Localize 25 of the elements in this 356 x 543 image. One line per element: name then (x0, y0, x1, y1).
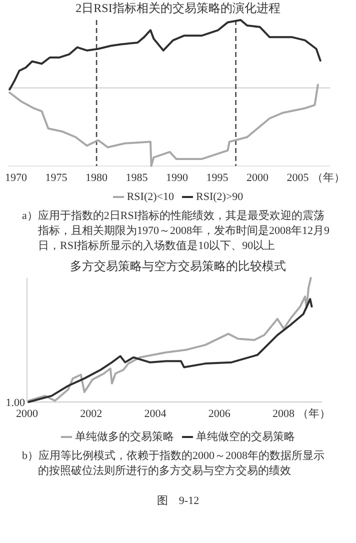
x-tick-label: 2000 (16, 408, 38, 420)
legend-label: RSI(2)<10 (126, 191, 174, 203)
x-tick-label: 1980 (86, 172, 108, 184)
legend-label: 单纯做空的交易策略 (196, 431, 295, 443)
x-tick-label: 1975 (45, 172, 68, 184)
x-tick-label: 2002 (80, 408, 102, 420)
text: a）应用于指数的2日RSI指标的性能绩效，其是最受欢迎的震荡指标，且相关期限为1970～2008年，发布时间是2008年12月9日，RSI指标所显示的入场数值是10以下、90以上 (21, 208, 330, 254)
x-axis-title: （年） (298, 408, 331, 420)
legend-label: 单纯做多的交易策略 (75, 431, 174, 443)
chart-title: 多方交易策略与空方交易策略的比较模式 (69, 258, 287, 274)
x-tick-label: 2004 (144, 408, 167, 420)
x-tick-label: 2005 (286, 172, 310, 184)
legend-label: RSI(2)>90 (196, 191, 244, 203)
text: b）应用等比例模式，依赖于指数的2000～2008年的数据所显示的按照破位法则所进行的多方交易与空方交易的绩效 (21, 448, 326, 479)
x-tick-label: 1995 (206, 172, 229, 184)
x-tick-label: 2000 (246, 172, 270, 184)
text: 1.00 (6, 397, 26, 409)
x-axis-title: （年） (312, 172, 345, 184)
x-tick-label: 1990 (166, 172, 189, 184)
x-tick-label: 2008 (272, 408, 296, 420)
x-tick-label: 1970 (5, 172, 28, 184)
x-tick-label: 1985 (126, 172, 148, 184)
caption: 图 9-12 (156, 494, 200, 508)
x-tick-label: 2006 (208, 408, 231, 420)
chart-title: 2日RSI指标相关的交易策略的演化进程 (74, 0, 282, 16)
